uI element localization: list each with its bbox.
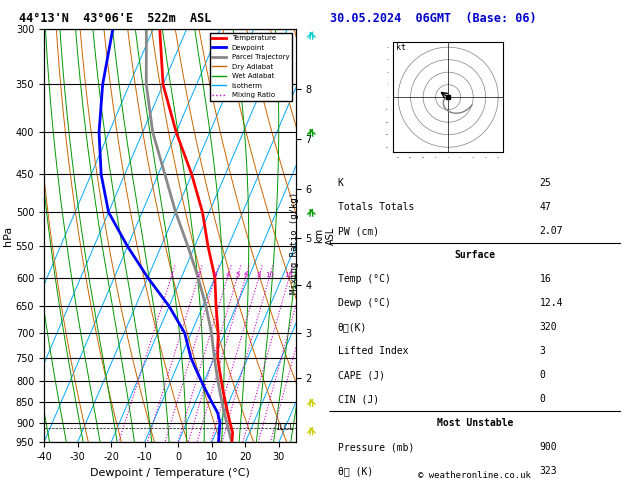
Text: 30.05.2024  06GMT  (Base: 06): 30.05.2024 06GMT (Base: 06) (330, 12, 537, 25)
Text: 12.4: 12.4 (540, 298, 563, 308)
Text: Totals Totals: Totals Totals (338, 202, 414, 212)
Text: 900: 900 (540, 442, 557, 452)
Text: 5: 5 (235, 272, 240, 278)
Text: PW (cm): PW (cm) (338, 226, 379, 236)
Text: © weatheronline.co.uk: © weatheronline.co.uk (418, 471, 532, 480)
Text: 323: 323 (540, 467, 557, 476)
Text: Temp (°C): Temp (°C) (338, 274, 391, 284)
Text: 0: 0 (540, 394, 545, 404)
X-axis label: Dewpoint / Temperature (°C): Dewpoint / Temperature (°C) (90, 468, 250, 478)
Text: CAPE (J): CAPE (J) (338, 370, 385, 381)
Text: 3: 3 (213, 272, 217, 278)
Text: θᴇ (K): θᴇ (K) (338, 467, 373, 476)
Text: 1LCL: 1LCL (276, 423, 294, 432)
Text: 25: 25 (540, 178, 551, 188)
Text: 2: 2 (196, 272, 201, 278)
Text: 3: 3 (540, 347, 545, 356)
Text: Dewp (°C): Dewp (°C) (338, 298, 391, 308)
Text: Surface: Surface (455, 250, 496, 260)
Text: kt: kt (396, 43, 406, 52)
Text: Most Unstable: Most Unstable (437, 418, 513, 428)
Y-axis label: km
ASL: km ASL (314, 226, 336, 245)
Text: 10: 10 (265, 272, 274, 278)
Text: 2.07: 2.07 (540, 226, 563, 236)
Legend: Temperature, Dewpoint, Parcel Trajectory, Dry Adiabat, Wet Adiabat, Isotherm, Mi: Temperature, Dewpoint, Parcel Trajectory… (209, 33, 292, 101)
Text: 1: 1 (169, 272, 174, 278)
Text: 6: 6 (243, 272, 248, 278)
Text: 320: 320 (540, 322, 557, 332)
Text: 8: 8 (257, 272, 261, 278)
Text: Pressure (mb): Pressure (mb) (338, 442, 414, 452)
Text: 47: 47 (540, 202, 551, 212)
Text: 44°13'N  43°06'E  522m  ASL: 44°13'N 43°06'E 522m ASL (19, 12, 211, 25)
Text: K: K (338, 178, 343, 188)
Text: 16: 16 (540, 274, 551, 284)
Text: Mixing Ratio (g/kg): Mixing Ratio (g/kg) (290, 192, 299, 294)
Text: 15: 15 (285, 272, 294, 278)
Text: 4: 4 (225, 272, 230, 278)
Text: θᴇ(K): θᴇ(K) (338, 322, 367, 332)
Text: CIN (J): CIN (J) (338, 394, 379, 404)
Y-axis label: hPa: hPa (3, 226, 13, 246)
Text: 0: 0 (540, 370, 545, 381)
Text: Lifted Index: Lifted Index (338, 347, 408, 356)
